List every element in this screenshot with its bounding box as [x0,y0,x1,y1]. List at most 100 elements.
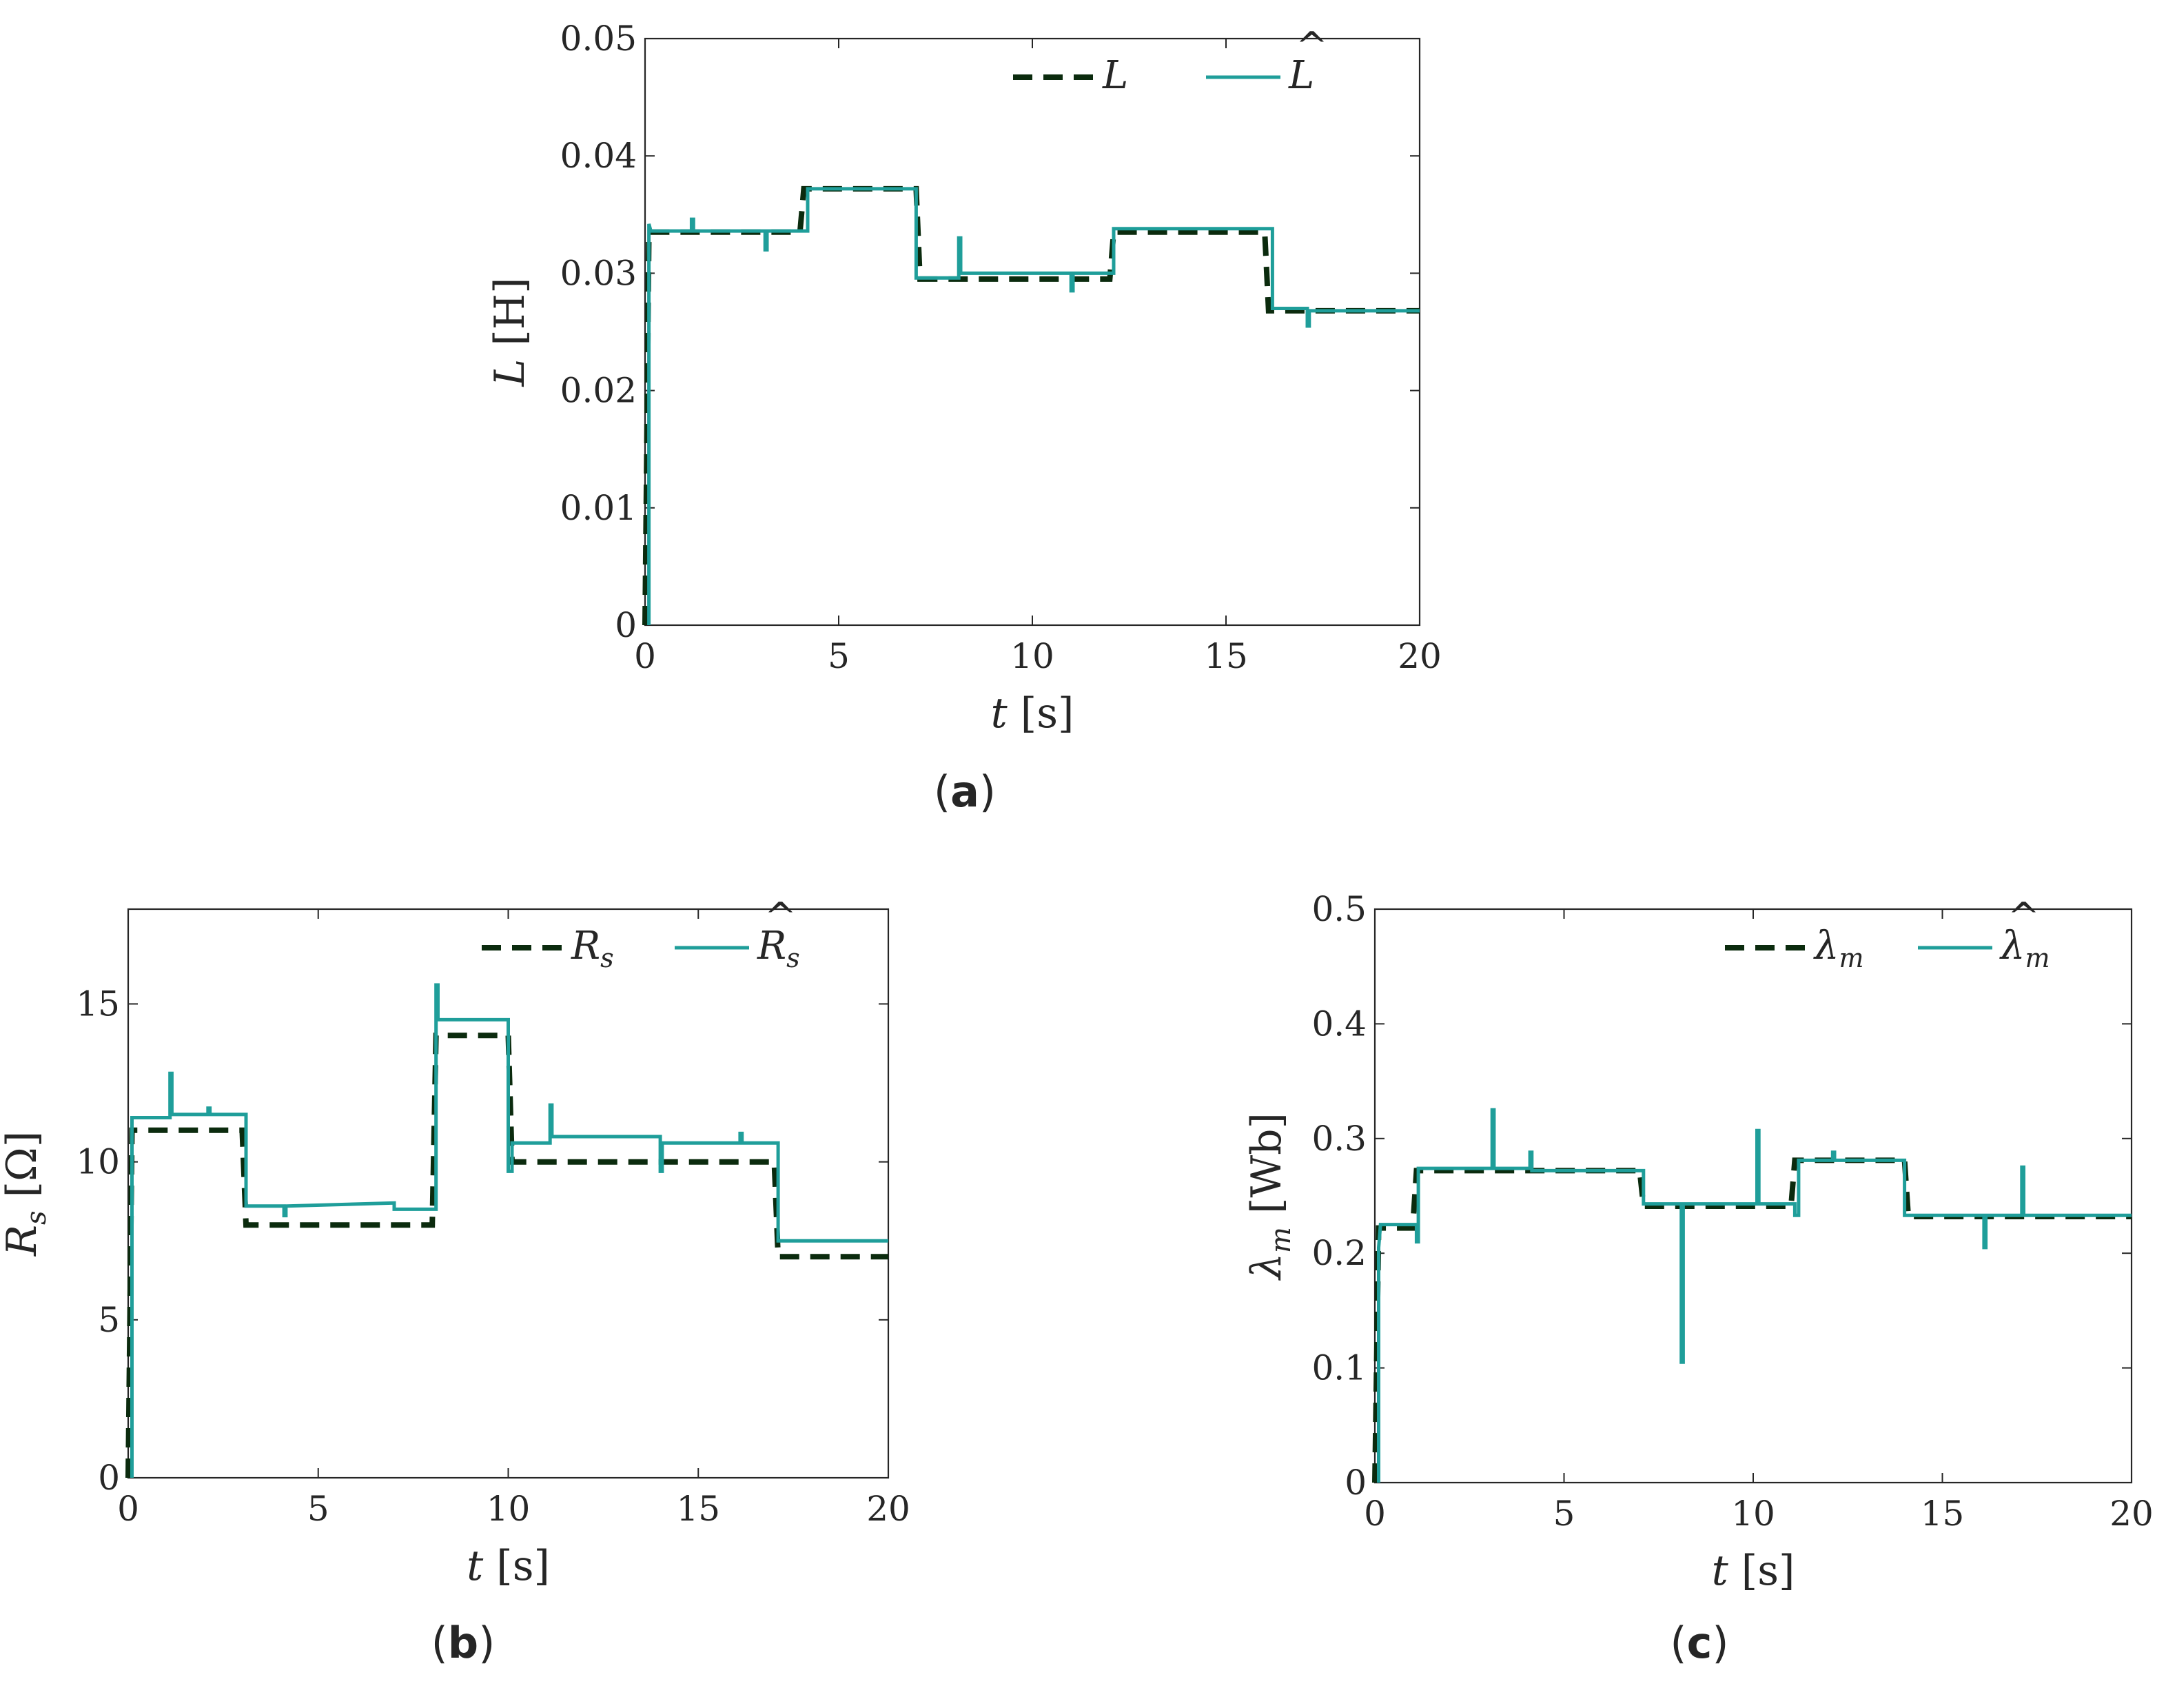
x-axis-label-unit: [s] [1021,689,1074,738]
x-axis-label-var: t [1712,1547,1729,1595]
y-axis-label-unit: [H] [486,277,534,345]
legend: L^L [1013,24,1328,98]
y-tick-label: 0 [615,605,637,645]
y-tick-label: 10 [76,1142,120,1182]
legend-true-symbol: L [1102,53,1128,98]
legend-estimate-symbol: λ [1999,924,2025,968]
y-tick-label: 0.03 [560,253,637,293]
series-lambda_m [1372,1157,2132,1483]
x-axis-label-space [1728,1547,1741,1595]
y-axis-label-unit: [Wb] [1243,1112,1291,1214]
panel-caption-letter: b [448,1618,478,1668]
y-tick-label: 0 [1345,1463,1367,1503]
legend-true-sub: m [1839,943,1864,973]
y-axis-label: Rs [Ω] [0,1131,52,1257]
x-tick-label: 5 [1553,1494,1575,1534]
y-tick-label: 0.05 [560,19,637,59]
y-axis-label-space [0,1197,46,1210]
x-tick-label: 10 [1010,636,1054,676]
panel-caption-close: ) [478,1618,495,1668]
x-axis-label-var: t [991,689,1008,738]
y-axis-label-sub: m [1265,1227,1297,1253]
legend-true-label: λm [1813,924,1864,973]
x-tick-label: 5 [307,1489,329,1529]
plot-area-frame [1373,908,2133,1484]
y-axis-label-sub: s [21,1210,52,1225]
x-tick-label: 5 [828,636,850,676]
y-tick-label: 0.04 [560,136,637,176]
y-axis-label: L [H] [486,277,534,387]
y-axis-label-space [486,346,534,359]
panel-caption-open: ( [431,1618,448,1668]
legend: Rs^Rs [482,895,800,973]
legend-true-label: L [1102,53,1128,98]
y-tick-label: 0.4 [1311,1004,1367,1044]
panel-caption-letter: a [950,766,979,817]
y-tick-label: 0.3 [1311,1119,1367,1159]
y-axis-label-var: R [0,1225,46,1257]
x-axis-label: t [s] [467,1542,550,1590]
panel-caption: (b) [431,1618,495,1668]
panel-caption: (c) [1670,1618,1728,1668]
x-axis-label: t [s] [991,689,1074,738]
x-axis-label-space [483,1542,496,1590]
x-tick-label: 15 [1921,1494,1965,1534]
x-axis-label-unit: [s] [496,1542,550,1590]
x-tick-label: 0 [634,636,656,676]
legend-estimate-accent: ^ [1296,24,1328,69]
series-L_hat [647,187,1420,625]
panel-caption: (a) [934,766,996,817]
legend-estimate-accent: ^ [764,895,797,939]
y-tick-label: 0.5 [1311,889,1367,929]
legend-estimate-sub: s [786,943,800,973]
x-tick-label: 15 [676,1489,720,1529]
plot-area-frame [644,37,1421,627]
x-axis-label-space [1008,689,1021,738]
y-tick-label: 0.1 [1311,1348,1367,1388]
panel-caption-open: ( [934,766,950,817]
y-axis-label-var: L [486,359,534,387]
series-lambda_m_hat [1377,1108,2132,1483]
y-axis-label: λm [Wb] [1243,1112,1297,1281]
x-tick-label: 10 [1731,1494,1775,1534]
x-tick-label: 0 [1364,1494,1386,1534]
legend-estimate-label: L [1288,53,1314,98]
legend-estimate-symbol: R [757,924,786,968]
legend-true-symbol: R [571,924,600,968]
legend-estimate-sub: m [2025,943,2050,973]
y-tick-label: 0.01 [560,488,637,528]
legend-true-symbol: λ [1813,924,1839,968]
x-axis-label-var: t [467,1542,484,1590]
x-axis-label: t [s] [1712,1547,1795,1595]
y-tick-label: 5 [98,1300,120,1340]
legend-estimate-label: Rs [757,924,800,973]
x-tick-label: 20 [2109,1494,2154,1534]
panel-caption-close: ) [1712,1618,1728,1668]
y-tick-label: 0.02 [560,371,637,411]
panel-caption-letter: c [1687,1618,1713,1668]
legend-true-sub: s [600,943,614,973]
legend-true-label: Rs [571,924,614,973]
y-axis-label-space [1243,1214,1291,1227]
x-tick-label: 0 [117,1489,139,1529]
x-tick-label: 15 [1204,636,1248,676]
y-tick-label: 0 [98,1458,120,1498]
series-L [642,185,1420,626]
legend-estimate-accent: ^ [2007,895,2040,939]
series-R_s_hat [130,983,888,1478]
y-axis-label-var: λ [1243,1253,1291,1281]
legend: λm^λm [1725,895,2050,973]
y-tick-label: 15 [76,984,120,1024]
panel-caption-close: ) [979,766,996,817]
x-tick-label: 20 [1398,636,1442,676]
y-axis-label-unit: [Ω] [0,1131,46,1198]
legend-estimate-label: λm [1999,924,2050,973]
x-tick-label: 20 [866,1489,910,1529]
legend-estimate-symbol: L [1288,53,1314,98]
y-tick-label: 0.2 [1311,1233,1367,1273]
panel-caption-open: ( [1670,1618,1686,1668]
